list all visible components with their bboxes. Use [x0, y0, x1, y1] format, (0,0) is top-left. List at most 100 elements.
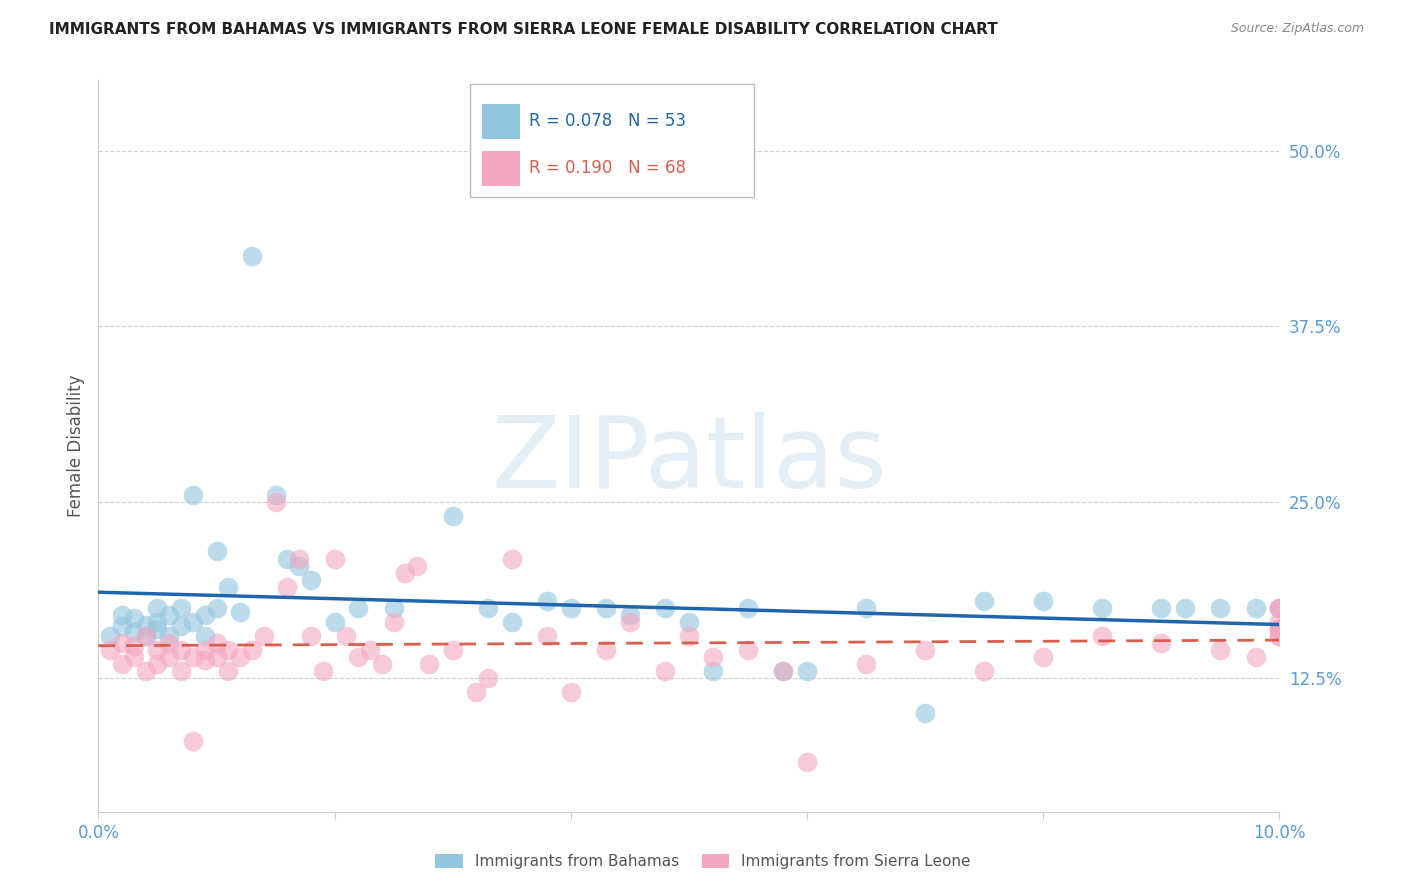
Point	[702, 664, 724, 678]
Point	[1091, 629, 1114, 643]
Point	[654, 600, 676, 615]
FancyBboxPatch shape	[471, 84, 754, 197]
Point	[1268, 629, 1291, 643]
Point	[205, 636, 228, 650]
Point	[595, 600, 617, 615]
Point	[111, 607, 134, 622]
Point	[217, 643, 239, 657]
Point	[111, 619, 134, 633]
Point	[347, 600, 370, 615]
Point	[1174, 600, 1197, 615]
Point	[146, 615, 169, 629]
Point	[1244, 600, 1267, 615]
Point	[146, 600, 169, 615]
Text: Source: ZipAtlas.com: Source: ZipAtlas.com	[1230, 22, 1364, 36]
Point	[371, 657, 394, 671]
Point	[1150, 600, 1173, 615]
Point	[98, 643, 121, 657]
Point	[146, 643, 169, 657]
Point	[98, 629, 121, 643]
Point	[501, 615, 523, 629]
Point	[678, 629, 700, 643]
Text: R = 0.190   N = 68: R = 0.190 N = 68	[530, 159, 686, 177]
Point	[772, 664, 794, 678]
Point	[536, 593, 558, 607]
Point	[394, 566, 416, 580]
Point	[146, 622, 169, 636]
Point	[914, 643, 936, 657]
FancyBboxPatch shape	[482, 152, 520, 186]
Point	[737, 643, 759, 657]
Point	[702, 650, 724, 665]
Point	[157, 629, 180, 643]
Point	[595, 643, 617, 657]
Point	[135, 629, 157, 643]
Point	[194, 643, 217, 657]
Text: ZIPatlas: ZIPatlas	[491, 412, 887, 509]
Point	[323, 615, 346, 629]
Point	[205, 544, 228, 558]
Point	[157, 636, 180, 650]
Point	[1091, 600, 1114, 615]
Text: R = 0.078   N = 53: R = 0.078 N = 53	[530, 112, 686, 129]
Point	[1268, 615, 1291, 629]
Point	[796, 756, 818, 770]
Point	[194, 653, 217, 667]
Point	[181, 615, 204, 629]
Point	[560, 600, 582, 615]
Point	[1209, 643, 1232, 657]
Point	[359, 643, 381, 657]
Point	[122, 650, 145, 665]
Point	[299, 573, 322, 587]
Point	[194, 629, 217, 643]
Point	[465, 685, 488, 699]
Point	[205, 600, 228, 615]
Point	[560, 685, 582, 699]
Point	[347, 650, 370, 665]
Point	[441, 509, 464, 524]
Point	[619, 615, 641, 629]
Point	[217, 664, 239, 678]
Point	[1268, 622, 1291, 636]
Point	[796, 664, 818, 678]
Point	[973, 664, 995, 678]
Point	[276, 580, 298, 594]
Point	[135, 664, 157, 678]
Point	[194, 607, 217, 622]
Point	[382, 600, 405, 615]
Point	[122, 624, 145, 639]
Point	[288, 558, 311, 573]
Point	[323, 551, 346, 566]
Point	[157, 650, 180, 665]
Point	[1209, 600, 1232, 615]
Point	[170, 643, 193, 657]
Point	[299, 629, 322, 643]
Point	[1244, 650, 1267, 665]
Point	[229, 605, 252, 619]
Point	[122, 610, 145, 624]
Legend: Immigrants from Bahamas, Immigrants from Sierra Leone: Immigrants from Bahamas, Immigrants from…	[429, 848, 977, 875]
Point	[382, 615, 405, 629]
Point	[170, 664, 193, 678]
Point	[1268, 600, 1291, 615]
Point	[678, 615, 700, 629]
Point	[170, 619, 193, 633]
Point	[146, 657, 169, 671]
Point	[855, 600, 877, 615]
Point	[217, 580, 239, 594]
Point	[181, 650, 204, 665]
Point	[501, 551, 523, 566]
Point	[477, 671, 499, 685]
Point	[205, 650, 228, 665]
Point	[536, 629, 558, 643]
Point	[855, 657, 877, 671]
Point	[1268, 600, 1291, 615]
Point	[335, 629, 357, 643]
Point	[973, 593, 995, 607]
Point	[181, 734, 204, 748]
Point	[477, 600, 499, 615]
Point	[135, 629, 157, 643]
Point	[654, 664, 676, 678]
Text: IMMIGRANTS FROM BAHAMAS VS IMMIGRANTS FROM SIERRA LEONE FEMALE DISABILITY CORREL: IMMIGRANTS FROM BAHAMAS VS IMMIGRANTS FR…	[49, 22, 998, 37]
Point	[406, 558, 429, 573]
